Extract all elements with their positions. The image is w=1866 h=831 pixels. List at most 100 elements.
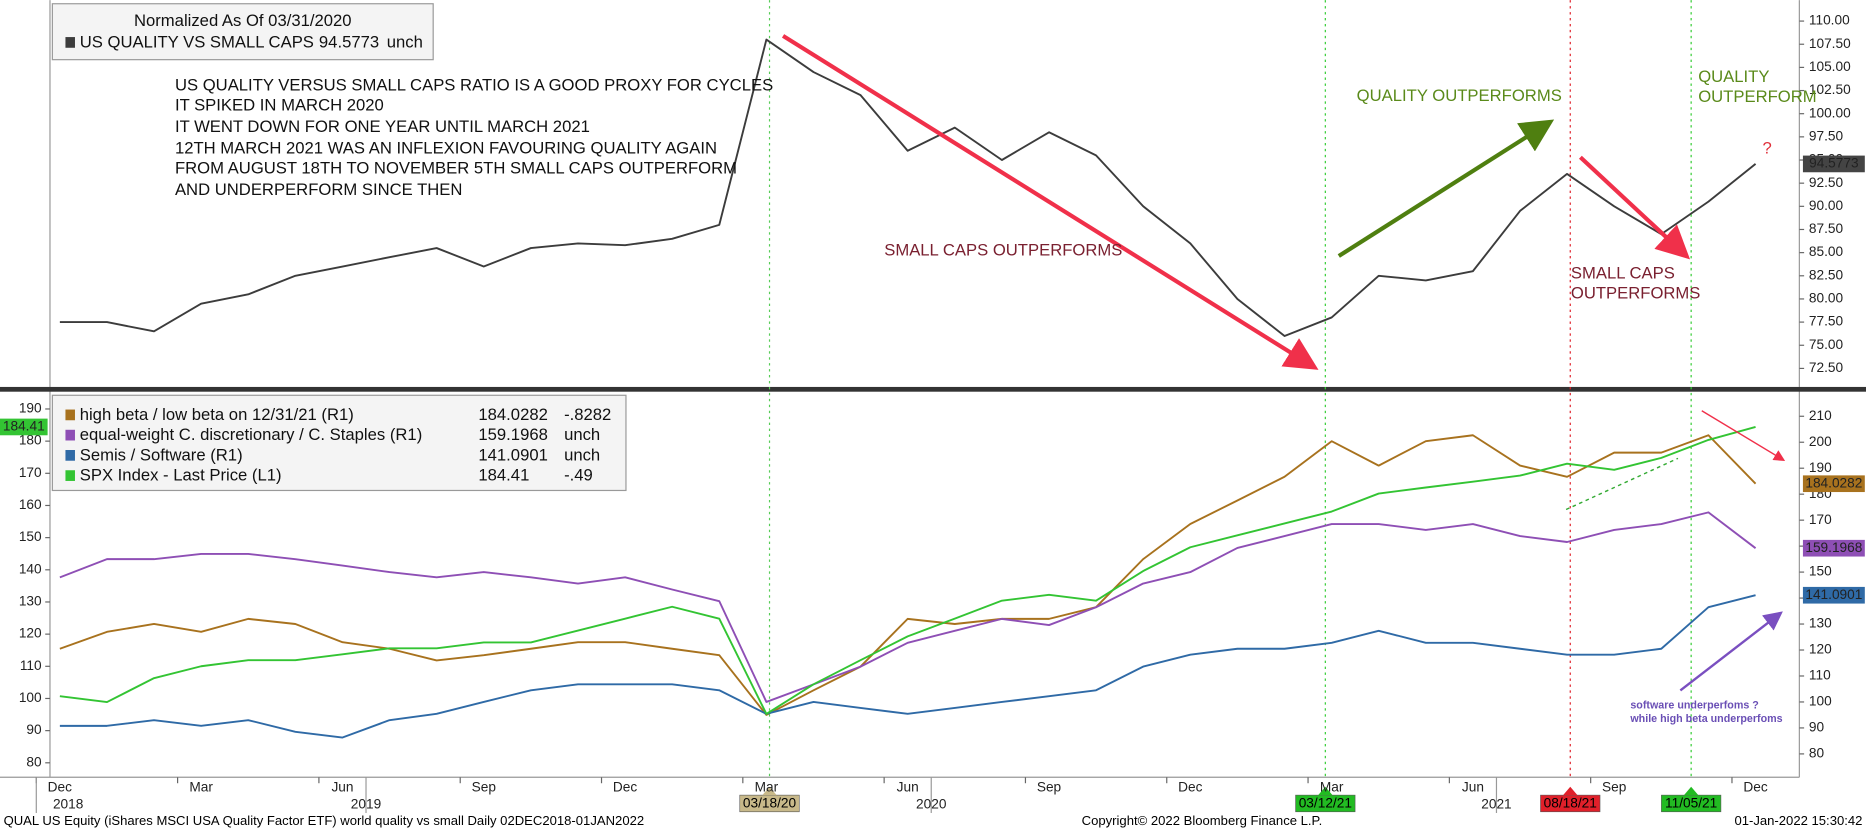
legend-swatch bbox=[65, 37, 75, 48]
annotation: while high beta underperfoms bbox=[1629, 713, 1782, 725]
date-marker-label: 03/18/20 bbox=[743, 796, 797, 811]
legend-last: 184.0282 bbox=[478, 405, 547, 424]
legend-label: Semis / Software (R1) bbox=[80, 445, 243, 464]
y-tick-label: 100.00 bbox=[1809, 105, 1851, 120]
x-tick-label: Mar bbox=[1320, 780, 1344, 795]
x-tick-label: Jun bbox=[331, 780, 353, 795]
value-tag bbox=[1802, 155, 1865, 173]
legend-change: -.8282 bbox=[564, 405, 611, 424]
y-tick-label: 105.00 bbox=[1809, 59, 1851, 74]
footer-left: QUAL US Equity (iShares MSCI USA Quality… bbox=[4, 813, 645, 828]
value-tag-label: 184.41 bbox=[3, 419, 45, 434]
x-tick-label: Jun bbox=[897, 780, 919, 795]
y-tick-label: 100 bbox=[19, 690, 42, 705]
y2-tick-label: 170 bbox=[1809, 512, 1832, 527]
y-tick-label: 90.00 bbox=[1809, 198, 1844, 213]
value-tag-label: 94.5773 bbox=[1809, 156, 1858, 171]
y2-tick-label: 200 bbox=[1809, 434, 1832, 449]
legend-change: unch bbox=[387, 32, 423, 51]
x-tick-label: Dec bbox=[48, 780, 72, 795]
annotation: FROM AUGUST 18TH TO NOVEMBER 5TH SMALL C… bbox=[175, 159, 737, 178]
series-line bbox=[59, 434, 1757, 716]
legend-last: 184.41 bbox=[478, 466, 529, 485]
date-marker-pointer bbox=[1563, 786, 1578, 796]
date-marker-pointer bbox=[1684, 786, 1699, 796]
y-tick-label: 82.50 bbox=[1809, 267, 1844, 282]
y-tick-label: 85.00 bbox=[1809, 244, 1844, 259]
annotation: 12TH MARCH 2021 WAS AN INFLEXION FAVOURI… bbox=[175, 138, 717, 157]
series-line bbox=[59, 594, 1756, 739]
y-tick-label: 92.50 bbox=[1809, 175, 1844, 190]
legend-box bbox=[51, 3, 434, 61]
y2-tick-label: 110 bbox=[1809, 668, 1831, 683]
legend-swatch bbox=[65, 470, 75, 481]
legend-change: unch bbox=[564, 445, 600, 464]
arrow bbox=[1679, 611, 1783, 692]
arrow bbox=[1701, 410, 1786, 462]
series-line bbox=[59, 426, 1756, 715]
year-tick-label: 2020 bbox=[916, 796, 947, 811]
x-tick-label: Mar bbox=[189, 780, 213, 795]
y-tick-label: 110.00 bbox=[1809, 13, 1850, 28]
annotation: SMALL CAPS bbox=[1571, 263, 1675, 282]
y-tick-label: 80 bbox=[26, 754, 42, 769]
legend: high beta / low beta on 12/31/21 (R1) 184… bbox=[51, 394, 627, 492]
annotation: OUTPERFORM bbox=[1698, 87, 1816, 106]
arrow bbox=[1337, 119, 1555, 258]
y-tick-label: 180 bbox=[19, 433, 42, 448]
value-tag bbox=[1802, 475, 1865, 493]
legend-last: 141.0901 bbox=[478, 445, 547, 464]
series-line bbox=[59, 38, 1757, 337]
y-tick-label: 170 bbox=[19, 465, 42, 480]
legend-box bbox=[51, 394, 627, 492]
y2-tick-label: 90 bbox=[1809, 720, 1825, 735]
y-tick-label: 80.00 bbox=[1809, 291, 1844, 306]
x-tick-label: Mar bbox=[755, 780, 779, 795]
annotation: AND UNDERPERFORM SINCE THEN bbox=[175, 180, 463, 199]
year-tick-label: 2021 bbox=[1481, 796, 1511, 811]
value-tag bbox=[1802, 539, 1865, 557]
x-tick-label: Sep bbox=[1037, 780, 1062, 795]
y2-tick-label: 130 bbox=[1809, 616, 1832, 631]
y-tick-label: 87.50 bbox=[1809, 221, 1844, 236]
arrows bbox=[781, 34, 1786, 692]
legend-swatch bbox=[65, 450, 75, 461]
annotation: IT WENT DOWN FOR ONE YEAR UNTIL MARCH 20… bbox=[175, 117, 590, 136]
date-marker-label: 11/05/21 bbox=[1665, 796, 1717, 811]
annotation: software underperfoms ? bbox=[1630, 700, 1758, 712]
trend-line bbox=[1565, 457, 1679, 511]
annotation: SMALL CAPS OUTPERFORMS bbox=[884, 241, 1122, 260]
y-tick-label: 72.50 bbox=[1809, 360, 1844, 375]
legend-last: 94.5773 bbox=[319, 32, 379, 51]
y-tick-label: 97.50 bbox=[1809, 128, 1844, 143]
y-tick-label: 190 bbox=[19, 401, 42, 416]
value-tag bbox=[1802, 586, 1865, 604]
date-marker-label: 08/18/21 bbox=[1544, 796, 1597, 811]
legend-label: SPX Index - Last Price (L1) bbox=[80, 466, 282, 485]
x-tick-label: Sep bbox=[1602, 780, 1627, 795]
x-tick-label: Dec bbox=[1178, 780, 1202, 795]
y-tick-label: 102.50 bbox=[1809, 82, 1851, 97]
footer-center: Copyright© 2022 Bloomberg Finance L.P. bbox=[1082, 813, 1323, 828]
x-tick-label: Dec bbox=[1743, 780, 1767, 795]
annotation: QUALITY bbox=[1698, 67, 1769, 86]
y-tick-label: 120 bbox=[19, 626, 42, 641]
series-line bbox=[59, 511, 1757, 703]
legend-change: -.49 bbox=[564, 466, 593, 485]
x-tick-label: Sep bbox=[472, 780, 497, 795]
legend-title: Normalized As Of 03/31/2020 bbox=[134, 11, 352, 30]
x-tick-label: Dec bbox=[613, 780, 637, 795]
y2-tick-label: 120 bbox=[1809, 642, 1832, 657]
legend-label: US QUALITY VS SMALL CAPS bbox=[80, 32, 314, 51]
footer-right: 01-Jan-2022 15:30:42 bbox=[1734, 813, 1862, 828]
date-marker-label: 03/12/21 bbox=[1299, 796, 1352, 811]
y-tick-label: 160 bbox=[19, 497, 42, 512]
plot-layer: 03/18/20 03/12/21 08/18/21 11/05/21 72.50 75.… bbox=[0, 0, 1865, 813]
value-tag-label: 184.0282 bbox=[1805, 475, 1862, 490]
legend-last: 159.1968 bbox=[478, 425, 547, 444]
arrow bbox=[781, 34, 1319, 370]
annotation: IT SPIKED IN MARCH 2020 bbox=[175, 95, 384, 114]
y2-tick-label: 150 bbox=[1809, 564, 1832, 579]
y2-tick-label: 190 bbox=[1809, 460, 1832, 475]
